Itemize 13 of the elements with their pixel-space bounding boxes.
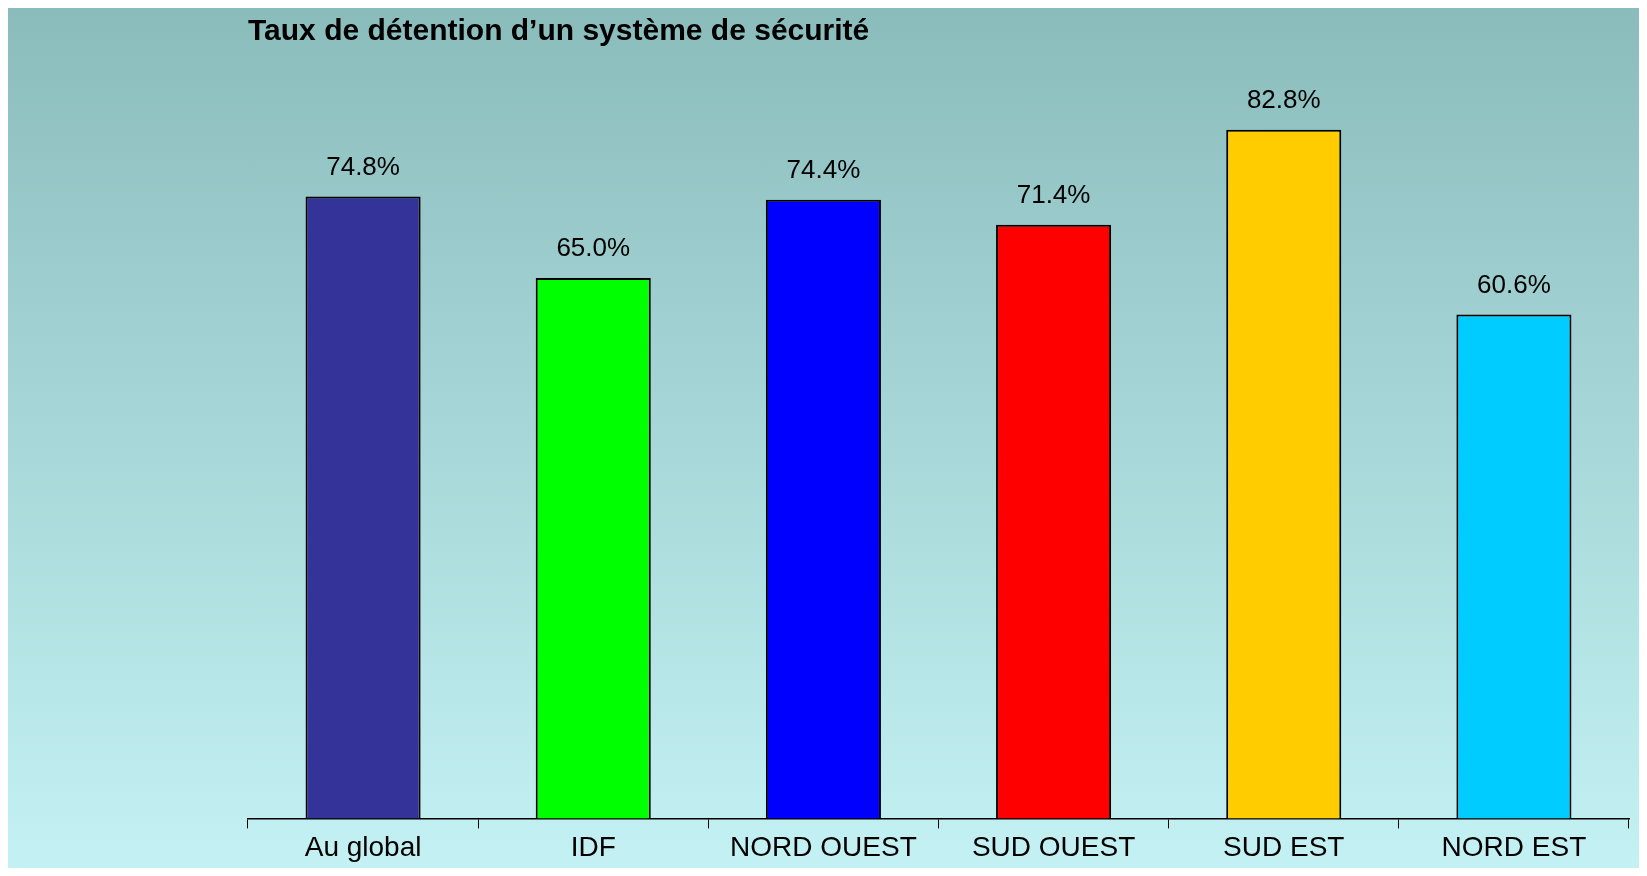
data-label: 74.4% xyxy=(786,153,861,184)
x-tick-label: SUD EST xyxy=(1223,830,1345,862)
x-tick-label: SUD OUEST xyxy=(971,830,1136,862)
data-label: 65.0% xyxy=(556,232,631,263)
data-label: 60.6% xyxy=(1477,268,1551,299)
x-tick-label: NORD OUEST xyxy=(730,830,917,862)
data-label: 74.8% xyxy=(326,150,400,181)
data-label: 71.4% xyxy=(1016,178,1091,209)
chart-title: Taux de détention d’un système de sécurité xyxy=(248,13,870,47)
data-label: 82.8% xyxy=(1246,84,1321,115)
x-tick-label: NORD EST xyxy=(1441,830,1587,862)
x-tick-label: IDF xyxy=(570,830,616,862)
x-tick-label: Au global xyxy=(304,830,422,862)
